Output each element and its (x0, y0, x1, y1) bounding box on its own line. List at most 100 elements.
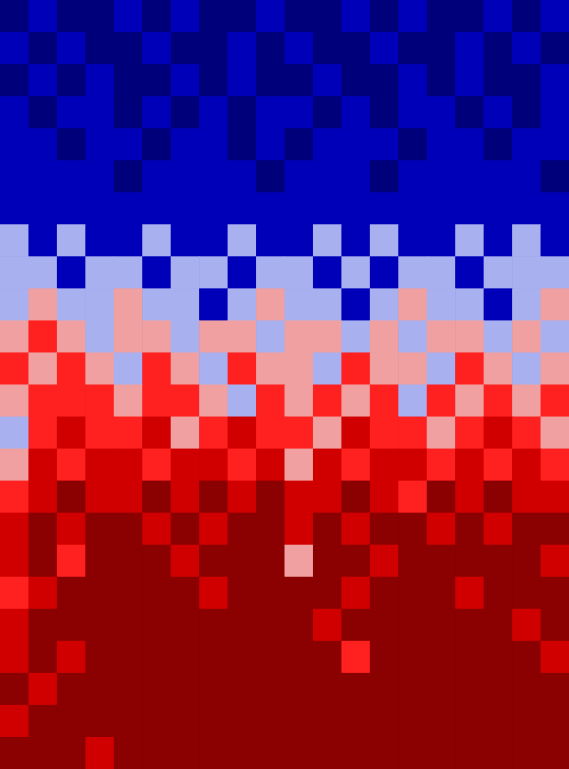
contour-cell (427, 673, 456, 706)
contour-cell (228, 0, 257, 33)
contour-cell (142, 352, 171, 385)
contour-cell (85, 545, 114, 578)
contour-cell (114, 609, 143, 642)
contour-cell (313, 481, 342, 514)
contour-cell (455, 417, 484, 450)
contour-cell (285, 609, 314, 642)
contour-cell (228, 96, 257, 129)
contour-cell (142, 128, 171, 161)
contour-cell (313, 0, 342, 33)
contour-cell (398, 288, 427, 321)
contour-cell (541, 449, 569, 482)
contour-cell (341, 288, 370, 321)
contour-cell (171, 352, 200, 385)
contour-cell (199, 320, 228, 353)
contour-cell (398, 417, 427, 450)
contour-cell (0, 673, 29, 706)
contour-cell (541, 577, 569, 610)
contour-cell (171, 32, 200, 65)
contour-cell (114, 705, 143, 738)
contour-cell (285, 385, 314, 418)
contour-cell (0, 449, 29, 482)
contour-cell (0, 64, 29, 97)
contour-cell (398, 32, 427, 65)
contour-cell (512, 96, 541, 129)
contour-cell (142, 737, 171, 769)
contour-cell (484, 417, 513, 450)
contour-cell (28, 737, 57, 769)
contour-cell (398, 609, 427, 642)
contour-cell (484, 96, 513, 129)
contour-cell (199, 705, 228, 738)
contour-cell (484, 32, 513, 65)
contour-cell (28, 641, 57, 674)
contour-cell (341, 577, 370, 610)
contour-cell (512, 224, 541, 257)
contour-cell (541, 609, 569, 642)
contour-cell (171, 577, 200, 610)
contour-cell (28, 96, 57, 129)
contour-cell (0, 545, 29, 578)
contour-cell (398, 352, 427, 385)
contour-cell (57, 673, 86, 706)
contour-cell (512, 352, 541, 385)
contour-cell (85, 32, 114, 65)
contour-cell (370, 256, 399, 289)
contour-cell (256, 32, 285, 65)
contour-cell (427, 96, 456, 129)
contour-cell (228, 288, 257, 321)
contour-cell (313, 192, 342, 225)
contour-cell (541, 705, 569, 738)
contour-cell (427, 224, 456, 257)
contour-cell (427, 160, 456, 193)
contour-cell (57, 96, 86, 129)
contour-cell (142, 673, 171, 706)
contour-cell (28, 705, 57, 738)
contour-cell (256, 0, 285, 33)
contour-cell (484, 128, 513, 161)
contour-cell (370, 0, 399, 33)
contour-cell (171, 673, 200, 706)
contour-cell (398, 0, 427, 33)
contour-cell (228, 256, 257, 289)
contour-cell (370, 32, 399, 65)
contour-cell (0, 32, 29, 65)
contour-cell (370, 449, 399, 482)
contour-cell (142, 385, 171, 418)
contour-cell (484, 256, 513, 289)
contour-cell (398, 641, 427, 674)
contour-cell (142, 577, 171, 610)
contour-cell (455, 481, 484, 514)
contour-cell (455, 224, 484, 257)
contour-cell (455, 32, 484, 65)
contour-cell (171, 256, 200, 289)
contour-cell (171, 64, 200, 97)
contour-cell (142, 224, 171, 257)
contour-cell (85, 481, 114, 514)
contour-cell (85, 320, 114, 353)
contour-cell (256, 385, 285, 418)
contour-cell (256, 609, 285, 642)
plot-area (0, 0, 569, 769)
contour-cell (427, 609, 456, 642)
contour-cell (541, 320, 569, 353)
contour-cell (427, 737, 456, 769)
contour-cell (341, 641, 370, 674)
contour-cell (0, 256, 29, 289)
contour-cell (85, 673, 114, 706)
contour-cell (512, 32, 541, 65)
contour-cell (541, 64, 569, 97)
contour-cell (455, 160, 484, 193)
contour-cell (313, 160, 342, 193)
contour-cell (285, 96, 314, 129)
contour-cell (114, 288, 143, 321)
contour-cell (313, 224, 342, 257)
contour-cell (541, 192, 569, 225)
contour-cell (85, 64, 114, 97)
contour-cell (256, 128, 285, 161)
contour-cell (455, 320, 484, 353)
contour-cell (427, 320, 456, 353)
contour-cell (0, 481, 29, 514)
contour-cell (512, 705, 541, 738)
contour-cell (228, 320, 257, 353)
